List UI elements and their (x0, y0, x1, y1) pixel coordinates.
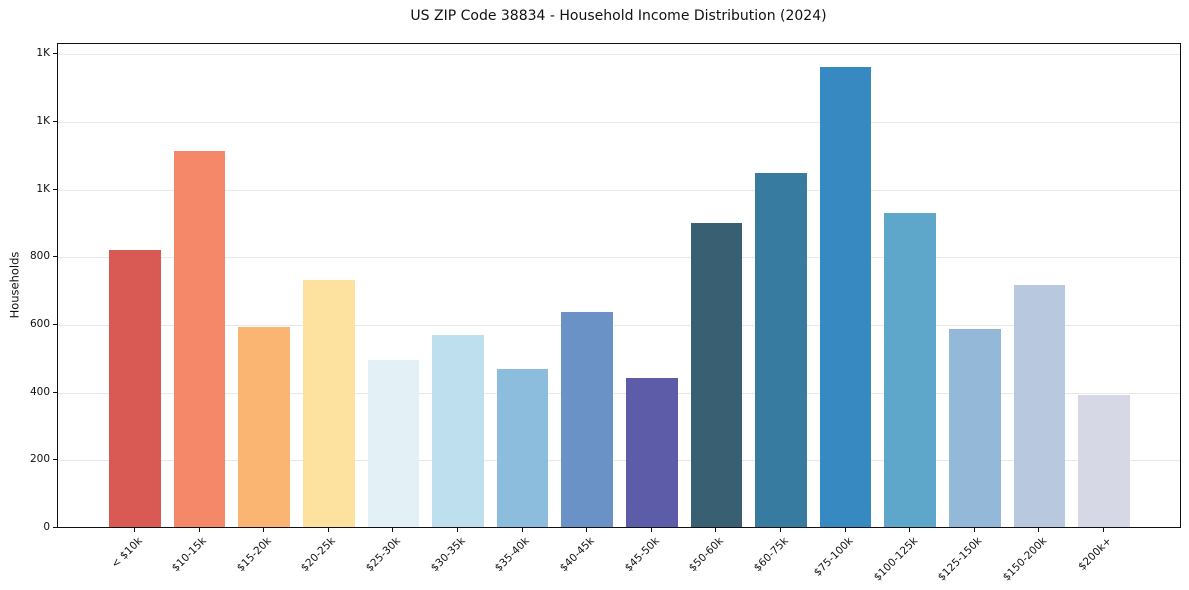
y-tick-mark (53, 256, 57, 258)
x-tick-label: $20-25k (299, 535, 339, 575)
x-tick-mark (844, 528, 846, 532)
y-tick-label: 600 (29, 317, 50, 330)
bar (367, 360, 420, 527)
x-tick-mark (780, 528, 782, 532)
x-tick-mark (327, 528, 329, 532)
x-tick-label: $30-35k (428, 535, 468, 575)
x-tick-label: $25-30k (363, 535, 403, 575)
bar (819, 66, 872, 527)
x-tick-mark (133, 528, 135, 532)
bar (173, 150, 226, 527)
x-tick-label: $45-50k (622, 535, 662, 575)
y-tick-mark (53, 188, 57, 190)
x-tick-mark (198, 528, 200, 532)
bar (755, 173, 807, 527)
x-tick-mark (263, 528, 265, 532)
gridline (58, 54, 1180, 56)
x-tick-mark (650, 528, 652, 532)
bar (432, 335, 484, 527)
gridline (58, 392, 1180, 394)
x-tick-label: $60-75k (751, 535, 791, 575)
bar (238, 327, 290, 527)
x-tick-label: < $10k (108, 535, 145, 571)
x-tick-label: $125-150k (935, 535, 985, 584)
x-tick-mark (392, 528, 394, 532)
y-tick-mark (53, 391, 57, 393)
y-tick-mark (53, 53, 57, 55)
x-tick-mark (1103, 528, 1105, 532)
x-tick-mark (909, 528, 911, 532)
y-tick-label: 400 (29, 385, 50, 398)
x-tick-label: $75-100k (811, 535, 856, 579)
y-tick-mark (53, 323, 57, 325)
x-tick-mark (715, 528, 717, 532)
x-tick-label: $100-125k (871, 535, 920, 584)
y-tick-label: 1K (36, 47, 50, 60)
bar (690, 223, 743, 527)
bar (949, 329, 1001, 527)
bar (496, 368, 549, 527)
chart-title: US ZIP Code 38834 - Household Income Dis… (410, 8, 827, 24)
bar (1078, 395, 1130, 527)
y-tick-label: 200 (29, 453, 50, 466)
x-tick-label: $150-200k (1000, 535, 1049, 584)
y-tick-mark (53, 120, 57, 122)
y-tick-label: 800 (29, 250, 50, 263)
y-tick-label: 1K (36, 114, 50, 127)
bar (109, 250, 161, 527)
x-tick-label: $15-20k (234, 535, 274, 575)
bar (561, 312, 614, 527)
x-tick-label: $200k+ (1075, 535, 1114, 573)
gridline (58, 324, 1180, 326)
gridline (58, 460, 1180, 462)
gridline (58, 257, 1180, 259)
x-tick-mark (586, 528, 588, 532)
y-tick-label: 0 (43, 521, 50, 533)
x-tick-mark (973, 528, 975, 532)
gridline (58, 189, 1180, 191)
x-tick-mark (1038, 528, 1040, 532)
x-tick-label: $10-15k (169, 535, 210, 575)
x-tick-mark (456, 528, 458, 532)
gridline (58, 121, 1180, 123)
x-tick-label: $40-45k (557, 535, 597, 575)
bar (625, 378, 678, 527)
x-tick-mark (521, 528, 523, 532)
bar (884, 212, 937, 527)
x-tick-label: $50-60k (686, 535, 726, 575)
bar (1013, 284, 1066, 527)
y-tick-mark (53, 527, 57, 528)
x-tick-label: $35-40k (492, 535, 533, 575)
y-tick-label: 1K (36, 182, 50, 195)
plot-area (57, 43, 1181, 528)
y-tick-mark (53, 459, 57, 461)
bar (302, 279, 355, 527)
